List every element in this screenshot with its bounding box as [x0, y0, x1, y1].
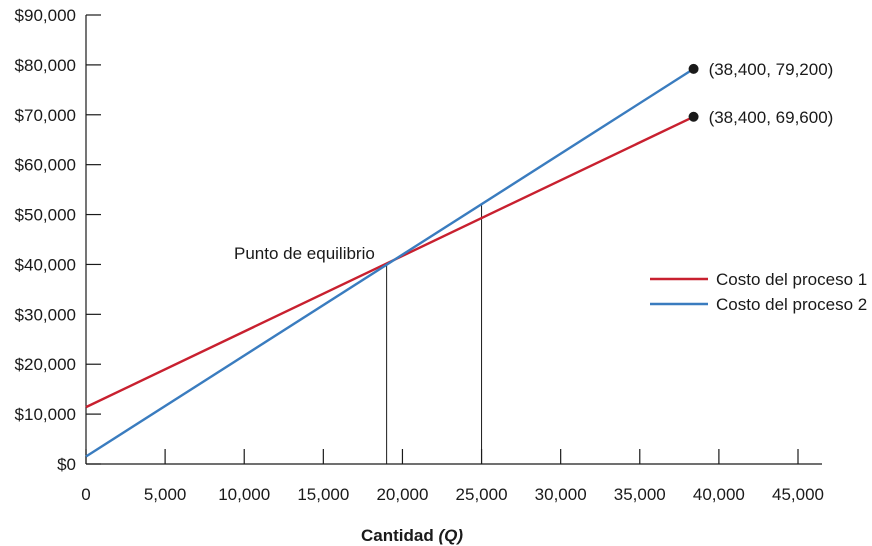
legend-label: Costo del proceso 2 — [716, 295, 867, 314]
x-axis-title-text: Cantidad — [361, 526, 438, 545]
y-tick-label: $20,000 — [15, 355, 76, 374]
y-tick-label: $50,000 — [15, 206, 76, 225]
endpoint-label: (38,400, 69,600) — [709, 108, 834, 127]
y-tick-label: $60,000 — [15, 156, 76, 175]
x-tick-label: 5,000 — [144, 485, 187, 504]
x-tick-label: 30,000 — [535, 485, 587, 504]
legend-label: Costo del proceso 1 — [716, 270, 867, 289]
y-tick-label: $90,000 — [15, 6, 76, 25]
series-line-2 — [85, 67, 695, 458]
y-tick-label: $10,000 — [15, 405, 76, 424]
x-tick-label: 20,000 — [376, 485, 428, 504]
y-tick-label: $30,000 — [15, 305, 76, 324]
endpoint-marker-2 — [688, 111, 699, 122]
x-axis-title-variable: (Q) — [438, 526, 463, 545]
x-tick-label: 15,000 — [297, 485, 349, 504]
break-even-label: Punto de equilibrio — [234, 244, 375, 263]
y-tick-label: $80,000 — [15, 56, 76, 75]
x-tick-label: 35,000 — [614, 485, 666, 504]
x-tick-label: 45,000 — [772, 485, 824, 504]
x-tick-label: 10,000 — [218, 485, 270, 504]
x-axis-title: Cantidad (Q) — [361, 526, 463, 545]
endpoint-marker-1 — [688, 63, 699, 74]
y-tick-label: $0 — [57, 455, 76, 474]
y-tick-label: $40,000 — [15, 255, 76, 274]
y-tick-label: $70,000 — [15, 106, 76, 125]
x-tick-label: 40,000 — [693, 485, 745, 504]
x-tick-label: 25,000 — [456, 485, 508, 504]
endpoint-label: (38,400, 79,200) — [709, 60, 834, 79]
x-tick-label: 0 — [81, 485, 90, 504]
